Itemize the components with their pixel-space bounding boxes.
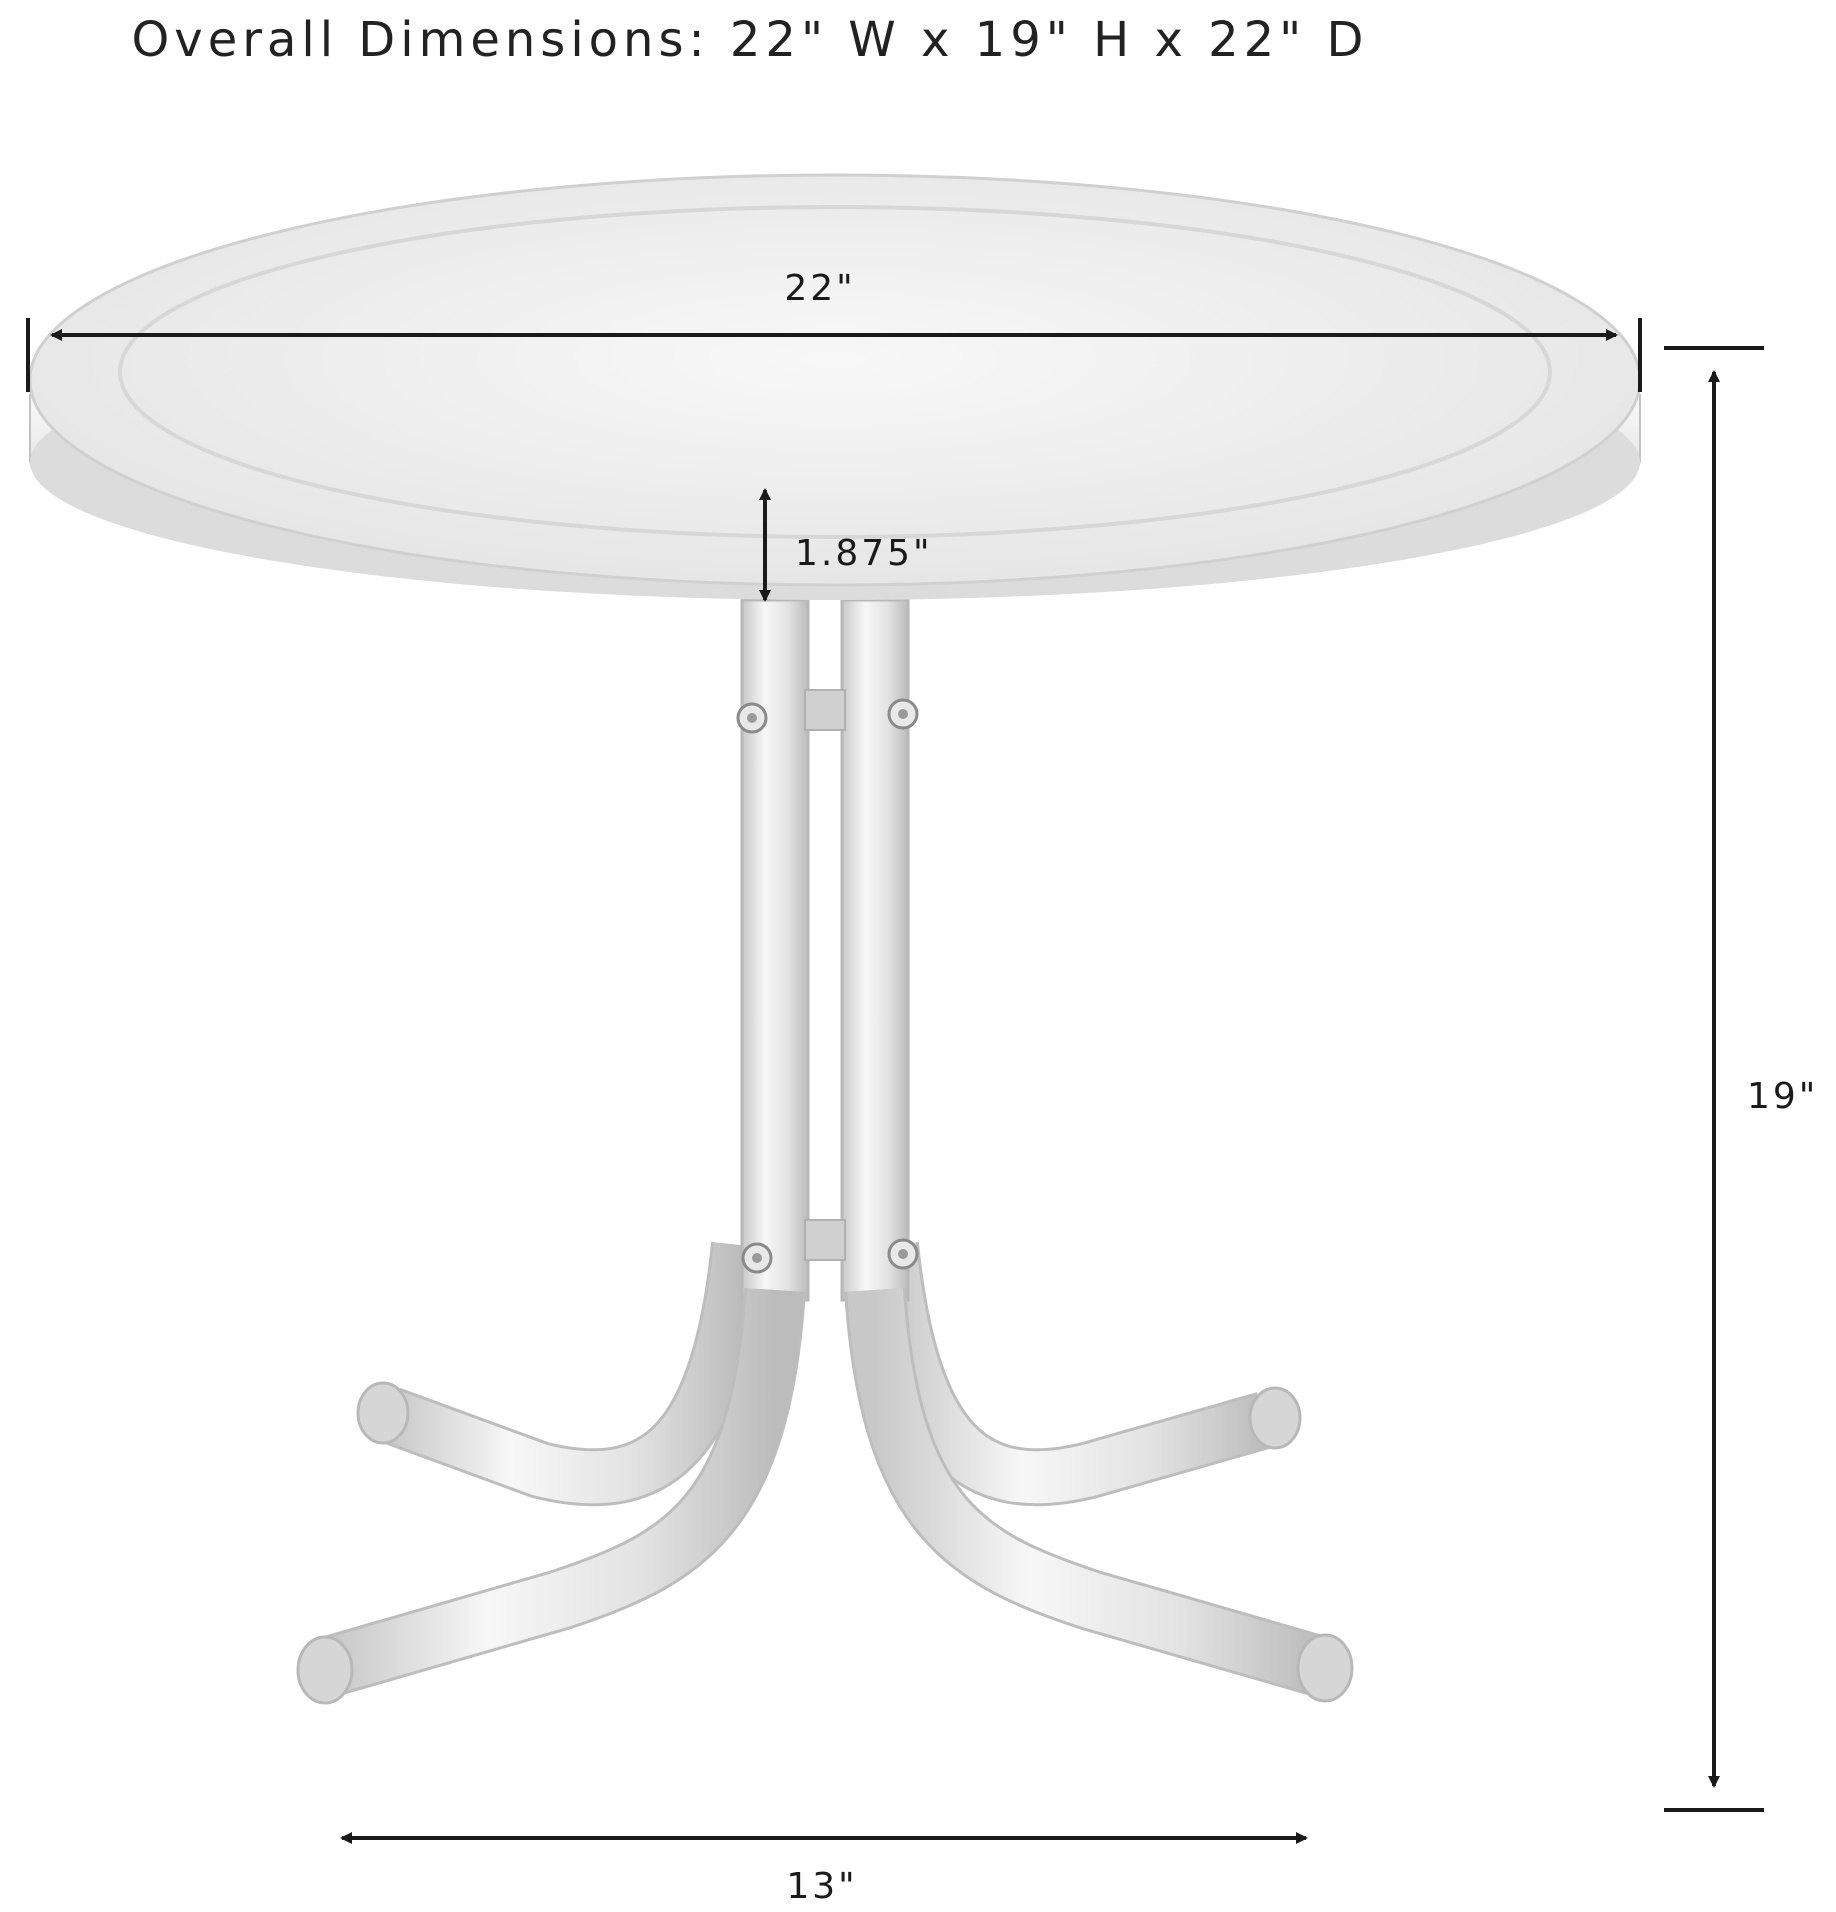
bolt-upper-right	[887, 698, 919, 730]
dimension-base-width: 13"	[340, 1832, 1308, 1907]
overall-dimensions-title: Overall Dimensions: 22" W x 19" H x 22" …	[131, 12, 1369, 68]
dimension-top-thickness: 1.875"	[759, 488, 933, 602]
foot-cap-front-right	[1296, 1633, 1354, 1703]
bolt-lower-right	[887, 1238, 919, 1270]
table-top-inner-ring	[118, 205, 1552, 539]
base-width-label: 13"	[786, 1866, 857, 1907]
foot-cap-front-left	[296, 1635, 354, 1705]
table-top-surface	[28, 173, 1642, 587]
dimension-top-width: 22"	[26, 268, 1642, 392]
bolt-upper-left	[736, 702, 768, 734]
height-label: 19"	[1747, 1076, 1818, 1117]
table-base	[296, 598, 1354, 1705]
bolt-lower-left	[741, 1242, 773, 1274]
table-top	[28, 173, 1642, 600]
dimension-height: 19"	[1664, 346, 1818, 1812]
top-width-label: 22"	[784, 268, 855, 309]
foot-cap-back-right	[1248, 1386, 1302, 1450]
foot-cap-back-left	[356, 1381, 410, 1445]
top-thickness-label: 1.875"	[795, 533, 933, 574]
